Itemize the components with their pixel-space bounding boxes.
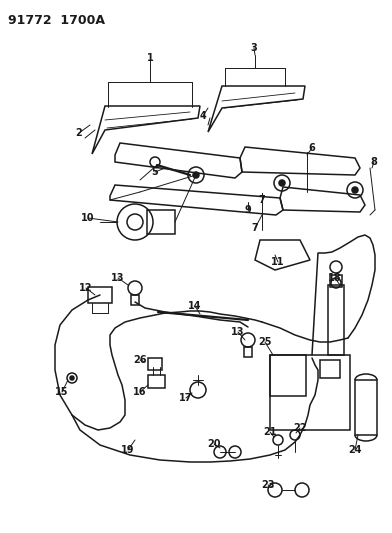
Bar — [270, 355, 350, 430]
Bar — [244, 347, 252, 357]
Text: 16: 16 — [133, 387, 147, 397]
Text: 10: 10 — [81, 213, 95, 223]
Text: 9: 9 — [245, 205, 251, 215]
Text: 21: 21 — [263, 427, 277, 437]
Text: 1: 1 — [147, 53, 153, 63]
Bar — [328, 285, 344, 355]
Text: 11: 11 — [271, 257, 285, 267]
Text: 23: 23 — [261, 480, 275, 490]
Circle shape — [352, 187, 358, 193]
Text: 5: 5 — [152, 167, 158, 177]
Text: 8: 8 — [370, 157, 377, 167]
Text: 7: 7 — [252, 223, 258, 233]
Circle shape — [70, 376, 74, 380]
Text: 24: 24 — [348, 445, 362, 455]
Bar — [330, 275, 342, 287]
Text: 3: 3 — [250, 43, 258, 53]
Bar — [320, 360, 340, 378]
Text: 12: 12 — [79, 283, 93, 293]
Text: 22: 22 — [293, 423, 307, 433]
Bar — [131, 295, 139, 305]
Text: 7: 7 — [259, 195, 265, 205]
Text: 13: 13 — [111, 273, 125, 283]
Text: 20: 20 — [207, 439, 221, 449]
Bar — [270, 355, 306, 396]
Text: 2: 2 — [76, 128, 82, 138]
Text: 13: 13 — [231, 327, 245, 337]
Bar — [147, 210, 175, 234]
Bar — [355, 380, 377, 435]
Text: 6: 6 — [309, 143, 316, 153]
Text: 26: 26 — [133, 355, 147, 365]
Text: 19: 19 — [121, 445, 135, 455]
Text: 15: 15 — [55, 387, 69, 397]
Text: 91772  1700A: 91772 1700A — [8, 14, 105, 27]
Circle shape — [279, 180, 285, 186]
Circle shape — [193, 172, 199, 178]
Text: 17: 17 — [179, 393, 193, 403]
Text: 25: 25 — [258, 337, 272, 347]
Text: 4: 4 — [200, 111, 206, 121]
Text: 14: 14 — [188, 301, 202, 311]
Text: 18: 18 — [328, 273, 342, 283]
